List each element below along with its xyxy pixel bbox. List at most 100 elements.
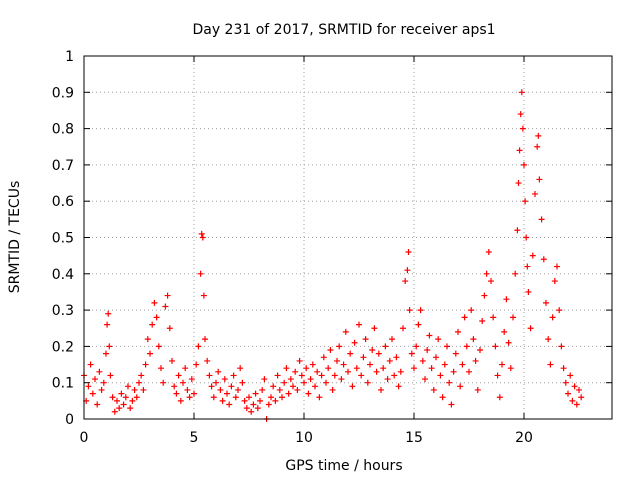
data-point (406, 307, 413, 314)
data-point (160, 379, 167, 386)
data-point (519, 125, 526, 132)
x-axis-label: GPS time / hours (285, 458, 402, 474)
data-point (131, 386, 138, 393)
data-point (120, 401, 127, 408)
data-point (329, 386, 336, 393)
chart-title: Day 231 of 2017, SRMTID for receiver aps… (192, 22, 495, 38)
data-point (272, 397, 279, 404)
data-point (230, 372, 237, 379)
data-point (151, 299, 158, 306)
data-point (380, 365, 387, 372)
grid (84, 56, 612, 419)
data-point (492, 343, 499, 350)
data-point (543, 299, 549, 306)
data-point (569, 397, 576, 404)
data-point (483, 270, 490, 277)
data-point (551, 278, 558, 285)
data-point (510, 314, 516, 321)
data-point (342, 328, 349, 335)
data-point (164, 292, 171, 299)
data-point (235, 386, 241, 393)
data-point (371, 325, 378, 332)
data-point (147, 350, 153, 357)
data-point (169, 357, 175, 364)
data-point (85, 383, 92, 390)
data-point (411, 365, 417, 372)
data-point (149, 321, 156, 328)
data-point (567, 372, 574, 379)
data-point (136, 379, 142, 386)
data-point (221, 376, 228, 383)
data-point (527, 325, 534, 332)
data-point (485, 249, 492, 256)
data-point (188, 376, 195, 383)
data-point (413, 343, 420, 350)
data-point (122, 394, 129, 401)
data-point (105, 310, 112, 317)
data-point (111, 408, 118, 415)
data-point (279, 394, 285, 401)
data-point (96, 368, 103, 375)
data-point (419, 357, 426, 364)
data-point (455, 328, 461, 335)
data-point (499, 361, 505, 368)
data-point (439, 394, 446, 401)
data-point (529, 252, 536, 259)
y-tick-label: 0.4 (52, 267, 74, 283)
data-point (340, 361, 347, 368)
data-point (186, 394, 193, 401)
data-point (125, 383, 131, 390)
data-point (283, 365, 290, 372)
data-point (517, 111, 524, 118)
data-point (237, 365, 244, 372)
data-point (389, 336, 395, 343)
data-point (210, 394, 217, 401)
data-point (180, 379, 186, 386)
y-tick-label: 1 (65, 49, 74, 65)
data-point (162, 303, 169, 310)
x-tick-label: 5 (190, 430, 199, 446)
data-point (397, 368, 404, 375)
data-point (384, 376, 391, 383)
data-point (197, 270, 204, 277)
data-point (353, 365, 360, 372)
data-point (503, 296, 510, 303)
data-point (87, 361, 94, 368)
data-point (457, 383, 464, 390)
data-point (535, 132, 542, 139)
data-point (243, 405, 250, 412)
data-point (270, 383, 277, 390)
data-point (129, 397, 136, 404)
data-point (349, 383, 356, 390)
data-point (199, 234, 206, 241)
data-point (477, 347, 483, 354)
data-point (296, 357, 303, 364)
data-point (195, 343, 202, 350)
data-point (298, 372, 305, 379)
data-point (241, 397, 248, 404)
data-point (274, 372, 281, 379)
data-point (364, 379, 371, 386)
data-point (393, 354, 400, 361)
axis-ticks (83, 55, 612, 420)
y-tick-label: 0.2 (52, 339, 74, 355)
data-point (479, 317, 486, 324)
data-point (182, 365, 189, 372)
data-point (239, 379, 246, 386)
data-point (301, 379, 307, 386)
data-point (104, 321, 111, 328)
data-point (109, 394, 116, 401)
data-point (252, 390, 259, 397)
data-point (208, 383, 215, 390)
data-point (287, 376, 294, 383)
data-point (578, 394, 585, 401)
data-point (133, 394, 140, 401)
x-tick-label: 10 (295, 430, 313, 446)
data-point (516, 147, 523, 154)
data-point (290, 383, 296, 390)
data-point (402, 278, 409, 285)
data-point (351, 339, 358, 346)
data-point (144, 336, 151, 343)
data-point (118, 390, 125, 397)
data-point (501, 328, 508, 335)
